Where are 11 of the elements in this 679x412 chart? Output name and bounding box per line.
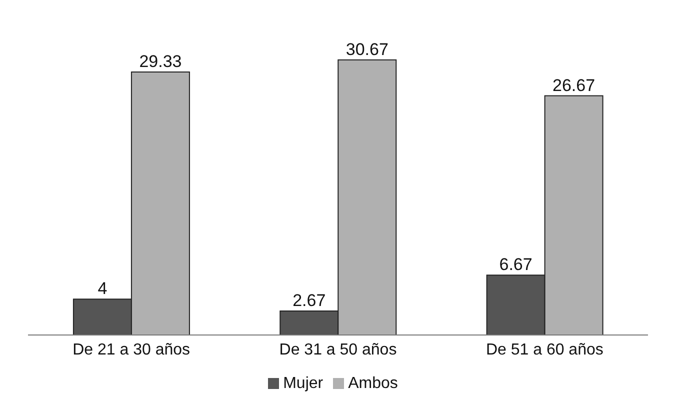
legend-label: Ambos — [348, 375, 398, 392]
data-label: 26.67 — [552, 76, 596, 95]
data-label: 30.67 — [346, 40, 388, 59]
data-label: 2.67 — [292, 291, 326, 310]
x-tick-label: De 21 a 30 años — [72, 341, 190, 358]
x-tick-label: De 51 a 60 años — [486, 341, 604, 358]
data-label: 6.67 — [499, 255, 532, 274]
data-label: 29.33 — [139, 52, 182, 71]
legend-label: Mujer — [283, 375, 324, 392]
data-label: 4 — [98, 279, 108, 298]
x-tick-label: De 31 a 50 años — [279, 341, 397, 358]
